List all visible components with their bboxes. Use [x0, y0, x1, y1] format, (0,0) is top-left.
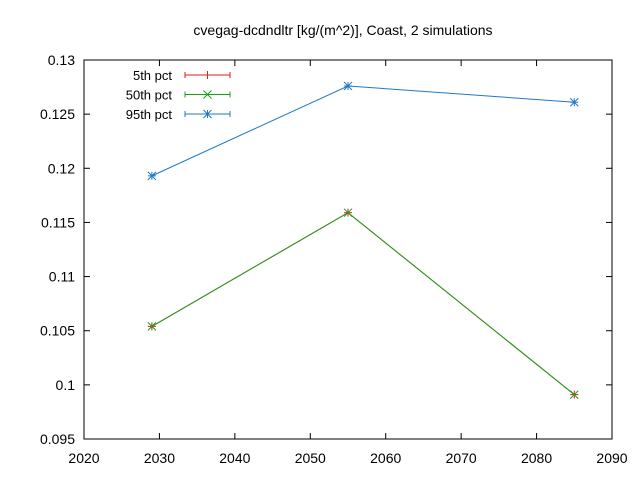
- y-tick-label: 0.12: [48, 160, 75, 176]
- x-tick-label: 2020: [68, 450, 99, 466]
- legend-marker: [203, 109, 212, 119]
- y-tick-label: 0.11: [49, 269, 75, 285]
- data-point: [343, 81, 353, 91]
- x-tick-label: 2080: [521, 450, 552, 466]
- y-tick-label: 0.095: [40, 431, 75, 447]
- legend-label: 5th pct: [133, 68, 172, 83]
- data-point: [569, 390, 579, 399]
- chart-title: cvegag-dcdndltr [kg/(m^2)], Coast, 2 sim…: [193, 22, 492, 38]
- x-tick-label: 2050: [295, 450, 326, 466]
- legend: 5th pct 50th pct 95th pct: [126, 68, 231, 122]
- legend-label: 95th pct: [126, 107, 173, 122]
- x-tick-label: 2030: [144, 450, 175, 466]
- x-tick-label: 2060: [370, 450, 401, 466]
- x-tick-label: 2070: [446, 450, 477, 466]
- legend-marker: [203, 71, 212, 79]
- y-tick-label: 0.115: [41, 214, 75, 230]
- series-layer: [147, 81, 579, 399]
- y-tick-label: 0.125: [40, 106, 75, 122]
- y-tick-label: 0.105: [40, 323, 75, 339]
- data-point: [147, 171, 157, 181]
- x-tick-label: 2090: [596, 450, 627, 466]
- data-point: [343, 208, 353, 218]
- x-axis: 2020 2030 2040 2050 2060 2070 2080 2090: [68, 60, 628, 466]
- x-tick-label: 2040: [219, 450, 250, 466]
- legend-marker: [203, 90, 212, 99]
- data-point: [147, 322, 157, 331]
- legend-label: 50th pct: [126, 88, 173, 103]
- series-line-1: [151, 212, 575, 395]
- y-tick-label: 0.1: [56, 377, 76, 393]
- y-tick-label: 0.13: [48, 52, 75, 68]
- plot-frame: [83, 59, 613, 440]
- series-line-0: [151, 212, 575, 395]
- y-axis: 0.095 0.1 0.105 0.11 0.115 0.12 0.125 0.13: [40, 52, 612, 447]
- data-point: [569, 97, 579, 107]
- series-line-2: [151, 85, 575, 177]
